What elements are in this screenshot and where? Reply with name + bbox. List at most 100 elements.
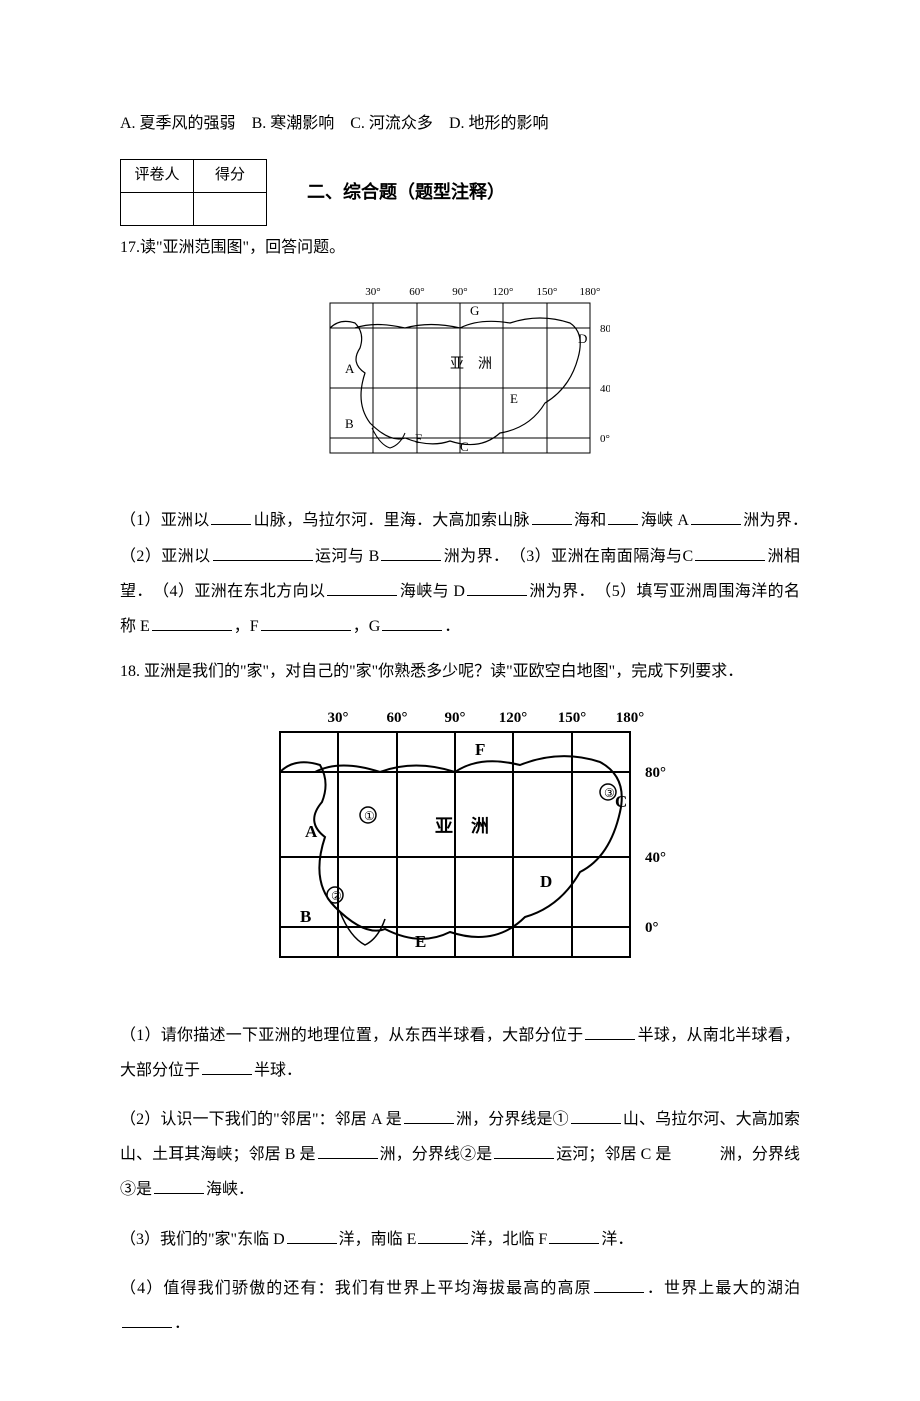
blank[interactable] [594, 1276, 644, 1293]
t: 半球． [254, 1062, 302, 1079]
blank[interactable] [287, 1227, 337, 1244]
t: ． [444, 618, 460, 635]
q18-B: B [300, 907, 311, 926]
t: 洲，分界线是① [456, 1111, 569, 1128]
blank[interactable] [585, 1023, 635, 1040]
q17-D: D [578, 331, 587, 346]
t: （3）我们的"家"东临 D [120, 1231, 285, 1248]
score-table: 评卷人 得分 [120, 159, 267, 226]
t: 海峡． [206, 1181, 254, 1198]
q17-center: 亚 洲 [450, 357, 492, 372]
q18-n3: ③ [604, 786, 615, 800]
t: 洋． [601, 1231, 633, 1248]
q17-E: E [510, 391, 518, 406]
q17-B: B [345, 416, 354, 431]
q17-G: G [470, 303, 479, 318]
t: 洲，分界线②是 [380, 1146, 493, 1163]
t: 洲为界． （3）亚洲在南面隔海与C [443, 548, 693, 565]
q18-lat-80: 80° [645, 765, 666, 781]
q18-lat-0: 0° [645, 920, 659, 936]
blank[interactable] [571, 1107, 621, 1124]
blank[interactable] [532, 508, 572, 525]
q17-lat-80: 80° [600, 323, 610, 335]
q17-lon-60: 60° [409, 286, 424, 298]
blank[interactable] [202, 1058, 252, 1075]
blank[interactable] [152, 614, 232, 631]
q18-A: A [305, 822, 318, 841]
t: ．世界上最大的湖泊 [646, 1280, 800, 1297]
section-title: 二、综合题（题型注释） [307, 176, 505, 208]
q18-p4: （4）值得我们骄傲的还有：我们有世界上平均海拔最高的高原 ．世界上最大的湖泊 ． [120, 1271, 800, 1341]
q18-map: 30° 60° 90° 120° 150° 180° 80° 40° 0° 亚 … [120, 697, 800, 998]
blank[interactable] [467, 579, 527, 596]
t: （4）值得我们骄傲的还有：我们有世界上平均海拔最高的高原 [120, 1280, 592, 1297]
t: （2）认识一下我们的"邻居"：邻居 A 是 [120, 1111, 402, 1128]
blank[interactable] [404, 1107, 454, 1124]
q18-lon-90: 90° [445, 710, 466, 726]
blank[interactable] [213, 544, 313, 561]
q17-stem: 17.读"亚洲范围图"，回答问题。 [120, 234, 800, 263]
q18-p2: （2）认识一下我们的"邻居"：邻居 A 是洲，分界线是①山、乌拉尔河、大高加索山… [120, 1102, 800, 1208]
blank[interactable] [608, 508, 638, 525]
score-blank2 [194, 192, 267, 225]
score-col1: 评卷人 [121, 159, 194, 192]
option-c: C. 河流众多 [350, 115, 433, 132]
t: （1）请你描述一下亚洲的地理位置，从东西半球看，大部分位于 [120, 1027, 583, 1044]
q18-lon-60: 60° [387, 710, 408, 726]
q17-lat-40: 40° [600, 383, 610, 395]
t: 洋，北临 F [470, 1231, 547, 1248]
blank[interactable] [327, 579, 397, 596]
blank[interactable] [122, 1311, 172, 1328]
q17-lon-180: 180° [580, 286, 601, 298]
q17-F: F [415, 431, 422, 446]
q17-lon-150: 150° [537, 286, 558, 298]
page: A. 夏季风的强弱 B. 寒潮影响 C. 河流众多 D. 地形的影响 评卷人 得… [0, 0, 920, 1401]
t: 山脉，乌拉尔河．里海．大高加索山脉 [253, 512, 529, 529]
q18-p1: （1）请你描述一下亚洲的地理位置，从东西半球看，大部分位于半球，从南北半球看，大… [120, 1018, 800, 1088]
q18-D: D [540, 872, 552, 891]
t: 海峡 A [640, 512, 689, 529]
q18-lon-180: 180° [616, 710, 645, 726]
q18-lat-40: 40° [645, 850, 666, 866]
blank[interactable] [382, 614, 442, 631]
t: 运河与 B [315, 548, 380, 565]
option-b: B. 寒潮影响 [252, 115, 335, 132]
q18-lon-150: 150° [558, 710, 587, 726]
score-blank1 [121, 192, 194, 225]
q18-stem: 18. 亚洲是我们的"家"，对自己的"家"你熟悉多少呢？读"亚欧空白地图"，完成… [120, 658, 800, 687]
blank[interactable] [494, 1142, 554, 1159]
q17-lon-120: 120° [493, 286, 514, 298]
q18-E: E [415, 932, 426, 951]
blank[interactable] [549, 1227, 599, 1244]
blank[interactable] [381, 544, 441, 561]
t: ，F [234, 618, 259, 635]
option-d: D. 地形的影响 [449, 115, 549, 132]
q18-F: F [475, 740, 485, 759]
blank[interactable] [154, 1177, 204, 1194]
q18-n1: ① [364, 809, 375, 823]
blank[interactable] [318, 1142, 378, 1159]
q17-body: （1）亚洲以山脉，乌拉尔河．里海．大高加索山脉海和海峡 A洲为界． （2）亚洲以… [120, 503, 800, 644]
blank[interactable] [211, 508, 251, 525]
q17-map: 30° 60° 90° 120° 150° 180° 80° 40° 0° 亚 … [120, 273, 800, 484]
q18-lon-30: 30° [328, 710, 349, 726]
q17-A: A [345, 361, 355, 376]
q17-C: C [460, 439, 469, 454]
q17-lon-90: 90° [452, 286, 467, 298]
blank[interactable] [261, 614, 351, 631]
blank[interactable] [695, 544, 765, 561]
blank[interactable] [418, 1227, 468, 1244]
t: （1）亚洲以 [120, 512, 209, 529]
option-a: A. 夏季风的强弱 [120, 115, 236, 132]
t: ． [174, 1315, 190, 1332]
q18-lon-120: 120° [499, 710, 528, 726]
t: 海峡与 D [399, 583, 465, 600]
q18-C: C [615, 792, 627, 811]
section-header: 评卷人 得分 二、综合题（题型注释） [120, 159, 800, 226]
blank[interactable] [691, 508, 741, 525]
q18-n2: ② [331, 889, 342, 903]
q17-lat-0: 0° [600, 433, 610, 445]
q18-p3: （3）我们的"家"东临 D洋，南临 E洋，北临 F洋． [120, 1222, 800, 1257]
score-col2: 得分 [194, 159, 267, 192]
mc-options: A. 夏季风的强弱 B. 寒潮影响 C. 河流众多 D. 地形的影响 [120, 110, 800, 139]
